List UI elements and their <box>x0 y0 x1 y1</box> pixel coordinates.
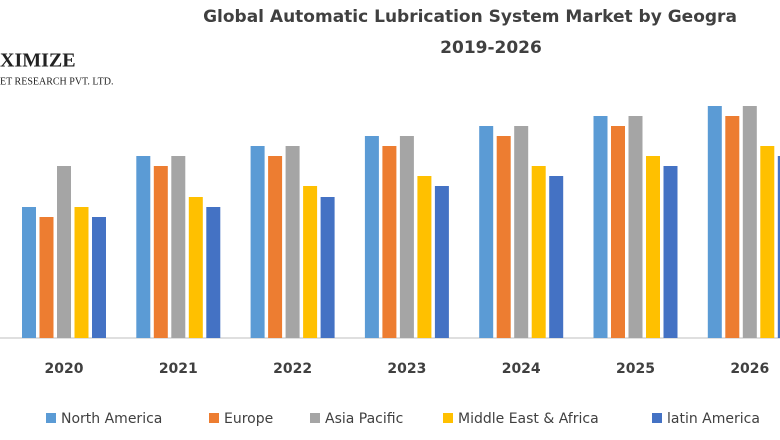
legend-label: latin America <box>667 411 760 427</box>
x-tick-label: 2024 <box>502 361 541 377</box>
bar <box>22 207 36 338</box>
bar <box>285 146 300 338</box>
bar <box>646 156 660 338</box>
legend-swatch <box>310 413 320 423</box>
bar <box>549 176 564 338</box>
chart-title: Global Automatic Lubrication System Mark… <box>203 7 737 27</box>
legend-label: Middle East & Africa <box>458 411 599 427</box>
bar <box>777 156 780 338</box>
bar <box>417 176 432 338</box>
bar <box>382 146 397 338</box>
bar <box>496 136 511 338</box>
bar <box>760 146 775 338</box>
logo-subtitle: ET RESEARCH PVT. LTD. <box>0 76 113 87</box>
legend-swatch <box>209 413 219 423</box>
bar <box>136 156 151 338</box>
bar <box>479 126 494 338</box>
bar <box>611 126 625 338</box>
legend-swatch <box>46 413 56 423</box>
legend-swatch <box>652 413 662 423</box>
logo-name: XIMIZE <box>0 50 76 72</box>
bar <box>74 207 89 338</box>
bar <box>725 116 740 338</box>
bar <box>593 116 608 338</box>
bar <box>268 156 283 338</box>
bar <box>514 126 529 338</box>
x-tick-label: 2020 <box>45 361 84 377</box>
bar <box>250 146 265 338</box>
x-tick-label: 2022 <box>273 361 312 377</box>
bar <box>153 166 168 338</box>
legend-label: Asia Pacific <box>325 411 403 427</box>
bar <box>434 186 449 338</box>
bar <box>92 217 106 338</box>
bar <box>742 106 757 338</box>
bar <box>531 166 546 338</box>
bar <box>303 186 318 338</box>
x-tick-label: 2026 <box>730 361 769 377</box>
bar <box>707 106 722 338</box>
x-tick-label: 2021 <box>159 361 198 377</box>
bar <box>320 197 335 338</box>
x-tick-label: 2023 <box>387 361 426 377</box>
bar <box>171 156 186 338</box>
bar <box>399 136 414 338</box>
legend-swatch <box>443 413 453 423</box>
bar <box>628 116 643 338</box>
bar <box>39 217 54 338</box>
bar <box>206 207 221 338</box>
chart-subtitle: 2019-2026 <box>440 38 542 58</box>
legend-label: Europe <box>224 411 273 427</box>
legend-label: North America <box>61 411 162 427</box>
bar <box>364 136 379 338</box>
bar <box>188 197 203 338</box>
bar <box>57 166 71 338</box>
x-tick-label: 2025 <box>616 361 655 377</box>
bar <box>663 166 678 338</box>
